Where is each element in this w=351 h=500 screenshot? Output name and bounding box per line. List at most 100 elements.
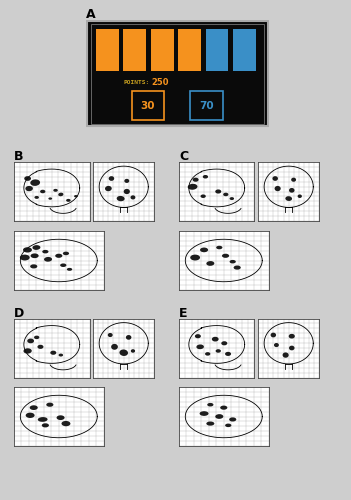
Ellipse shape (38, 345, 44, 349)
Ellipse shape (285, 196, 292, 201)
Ellipse shape (131, 349, 135, 352)
Ellipse shape (24, 348, 32, 354)
Text: 70: 70 (199, 100, 214, 110)
Ellipse shape (59, 354, 63, 356)
Ellipse shape (119, 350, 128, 356)
Ellipse shape (196, 344, 204, 349)
Ellipse shape (216, 246, 223, 250)
Ellipse shape (60, 264, 66, 267)
Ellipse shape (55, 254, 62, 258)
FancyBboxPatch shape (87, 21, 267, 126)
Ellipse shape (46, 402, 53, 407)
Ellipse shape (205, 352, 210, 356)
Ellipse shape (221, 341, 227, 345)
Ellipse shape (206, 422, 214, 426)
Ellipse shape (26, 412, 35, 418)
Ellipse shape (212, 337, 219, 342)
Ellipse shape (272, 176, 278, 181)
Ellipse shape (225, 352, 231, 356)
Ellipse shape (20, 254, 30, 260)
Ellipse shape (229, 418, 236, 422)
Text: 250: 250 (152, 78, 169, 87)
Ellipse shape (274, 186, 281, 191)
Ellipse shape (200, 411, 208, 416)
Ellipse shape (108, 333, 113, 337)
Ellipse shape (222, 254, 229, 258)
Ellipse shape (30, 264, 37, 268)
Ellipse shape (42, 250, 48, 254)
Text: 30: 30 (141, 100, 155, 110)
Ellipse shape (30, 406, 38, 410)
Ellipse shape (216, 349, 221, 352)
Ellipse shape (225, 424, 231, 427)
Text: D: D (14, 307, 24, 320)
Ellipse shape (53, 189, 58, 192)
Ellipse shape (289, 346, 294, 350)
Text: E: E (179, 307, 187, 320)
Ellipse shape (34, 196, 39, 199)
Ellipse shape (206, 261, 214, 266)
Ellipse shape (200, 248, 208, 252)
Ellipse shape (193, 178, 199, 182)
Ellipse shape (298, 194, 302, 198)
Ellipse shape (207, 403, 213, 406)
Ellipse shape (271, 332, 276, 338)
Ellipse shape (124, 189, 130, 194)
Ellipse shape (63, 252, 69, 255)
Ellipse shape (38, 417, 48, 422)
Ellipse shape (195, 334, 201, 338)
FancyBboxPatch shape (151, 28, 174, 70)
Ellipse shape (234, 266, 241, 270)
Ellipse shape (23, 247, 32, 252)
Ellipse shape (34, 336, 39, 339)
Ellipse shape (283, 352, 289, 358)
Ellipse shape (58, 192, 64, 196)
Text: POINTS:: POINTS: (124, 80, 150, 85)
Ellipse shape (42, 424, 49, 428)
Text: B: B (14, 150, 24, 164)
FancyBboxPatch shape (178, 28, 201, 70)
Ellipse shape (289, 334, 295, 338)
Ellipse shape (30, 180, 40, 186)
Ellipse shape (25, 186, 33, 191)
Ellipse shape (215, 190, 221, 194)
Ellipse shape (203, 175, 208, 178)
FancyBboxPatch shape (233, 28, 256, 70)
FancyBboxPatch shape (124, 28, 146, 70)
Ellipse shape (67, 268, 72, 271)
Ellipse shape (117, 196, 125, 201)
Ellipse shape (74, 195, 78, 198)
Ellipse shape (31, 254, 39, 258)
Ellipse shape (40, 190, 45, 194)
Ellipse shape (24, 176, 31, 181)
Ellipse shape (109, 176, 114, 181)
Ellipse shape (220, 406, 227, 409)
Ellipse shape (291, 178, 296, 182)
FancyBboxPatch shape (96, 28, 119, 70)
Ellipse shape (105, 186, 112, 191)
Ellipse shape (124, 179, 129, 183)
Ellipse shape (200, 194, 206, 198)
Ellipse shape (48, 198, 52, 200)
Text: C: C (179, 150, 188, 164)
Ellipse shape (215, 414, 223, 419)
Ellipse shape (289, 188, 294, 192)
Ellipse shape (111, 344, 118, 350)
Ellipse shape (61, 421, 71, 426)
Ellipse shape (131, 196, 135, 200)
FancyBboxPatch shape (206, 28, 229, 70)
Ellipse shape (274, 343, 279, 347)
Ellipse shape (230, 197, 234, 200)
Ellipse shape (188, 184, 198, 190)
Ellipse shape (126, 335, 131, 340)
Ellipse shape (50, 350, 56, 355)
Ellipse shape (27, 338, 34, 344)
Ellipse shape (190, 254, 200, 260)
Ellipse shape (32, 245, 40, 250)
Ellipse shape (223, 192, 229, 196)
Ellipse shape (44, 257, 52, 262)
Ellipse shape (57, 416, 65, 420)
Ellipse shape (66, 199, 71, 202)
Text: A: A (86, 8, 95, 20)
Ellipse shape (230, 260, 236, 264)
